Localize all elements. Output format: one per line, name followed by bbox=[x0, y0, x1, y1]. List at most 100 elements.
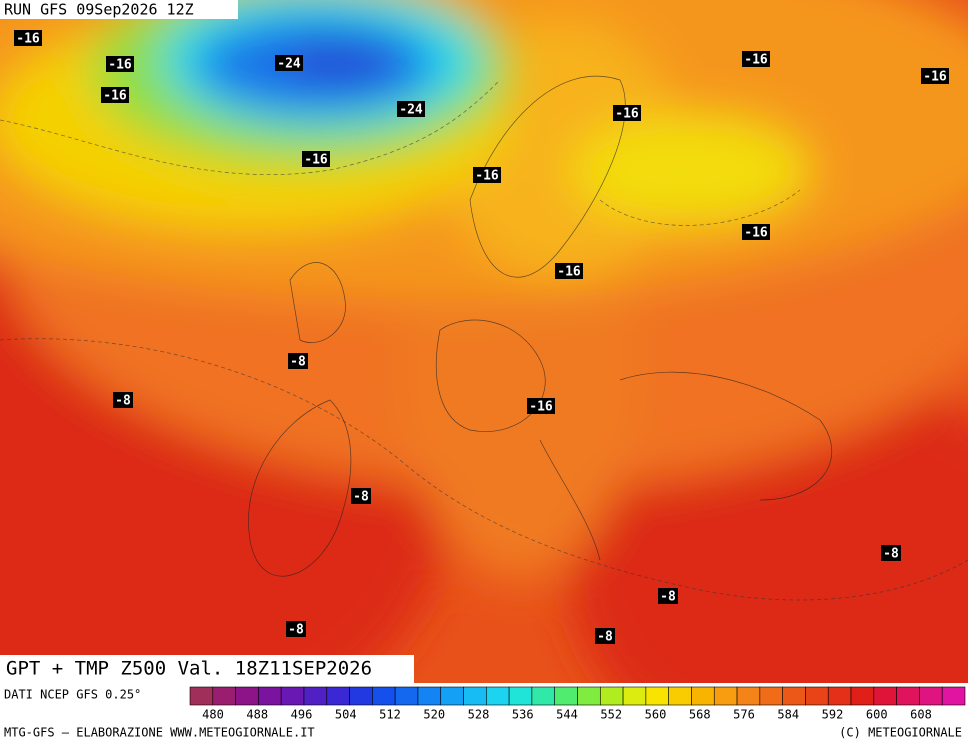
run-label: RUN GFS 09Sep2026 12Z bbox=[4, 1, 194, 19]
colorbar-tick-label: 488 bbox=[246, 708, 268, 722]
contour-label-box bbox=[921, 68, 949, 84]
colorbar-tick-label: 544 bbox=[556, 708, 578, 722]
colorbar-swatch bbox=[827, 686, 852, 706]
colorbar-swatch bbox=[463, 686, 487, 706]
contour-label-box bbox=[351, 488, 371, 504]
contour-label: -16 bbox=[557, 265, 581, 280]
colorbar-swatch bbox=[303, 686, 328, 706]
colorbar-swatch bbox=[554, 686, 578, 706]
colorbar-tick-label: 504 bbox=[335, 708, 357, 722]
contour-label-box bbox=[101, 87, 129, 103]
colorbar-swatch bbox=[691, 686, 715, 706]
colorbar-tick-label: 528 bbox=[468, 708, 490, 722]
colorbar-swatch bbox=[486, 686, 510, 706]
footer-right: (C) METEOGIORNALE bbox=[839, 726, 962, 740]
title-box bbox=[0, 655, 414, 683]
contour-label-box bbox=[14, 30, 42, 46]
colorbar-swatch bbox=[440, 686, 464, 706]
contour-label: -8 bbox=[290, 355, 306, 370]
colorbar-swatch bbox=[235, 686, 259, 706]
contour-label: -8 bbox=[353, 490, 369, 505]
contour-label: -16 bbox=[615, 107, 639, 122]
contour-label: -16 bbox=[16, 32, 40, 47]
colorbar-tick-label: 496 bbox=[291, 708, 313, 722]
colorbar-swatch bbox=[668, 686, 692, 706]
contour-label: -24 bbox=[277, 57, 301, 72]
colorbar-tick-label: 608 bbox=[910, 708, 932, 722]
colorbar-swatch bbox=[941, 686, 966, 706]
colorbar-swatch bbox=[645, 686, 669, 706]
contour-label-box bbox=[742, 51, 770, 67]
colorbar-swatch bbox=[873, 686, 897, 706]
contour-label-box bbox=[302, 151, 330, 167]
colorbar-swatch bbox=[349, 686, 373, 706]
colorbar-swatch bbox=[258, 686, 282, 706]
colorbar-tick-label: 600 bbox=[866, 708, 888, 722]
colorbar-swatch bbox=[189, 686, 214, 706]
colorbar-swatch bbox=[212, 686, 236, 706]
contour-label: -8 bbox=[288, 623, 304, 638]
colorbar-tick-label: 592 bbox=[822, 708, 844, 722]
colorbar-tick-label: 560 bbox=[645, 708, 667, 722]
colorbar-tick-label: 520 bbox=[423, 708, 445, 722]
colorbar-tick-label: 568 bbox=[689, 708, 711, 722]
colorbar-swatch bbox=[782, 686, 806, 706]
data-source: DATI NCEP GFS 0.25° bbox=[4, 688, 141, 702]
contour-label-box bbox=[527, 398, 555, 414]
contour-label: -16 bbox=[744, 53, 768, 68]
colorbar-swatch bbox=[280, 686, 305, 706]
colorbar-swatch bbox=[850, 686, 875, 706]
contour-label-box bbox=[555, 263, 583, 279]
contour-label-box bbox=[658, 588, 678, 604]
colorbar-swatch bbox=[919, 686, 943, 706]
colorbar-swatch bbox=[417, 686, 442, 706]
colorbar-swatch bbox=[736, 686, 761, 706]
contour-label: -8 bbox=[597, 630, 613, 645]
contour-label-box bbox=[742, 224, 770, 240]
footer-left: MTG-GFS — ELABORAZIONE WWW.METEOGIORNALE… bbox=[4, 726, 315, 740]
colorbar-swatch bbox=[805, 686, 829, 706]
map-title: GPT + TMP Z500 Val. 18Z11SEP2026 bbox=[6, 658, 372, 680]
contour-label-box bbox=[286, 621, 306, 637]
colorbar-swatch bbox=[577, 686, 601, 706]
contour-label: -8 bbox=[115, 394, 131, 409]
colorbar-tick-label: 536 bbox=[512, 708, 534, 722]
colorbar-tick-label: 512 bbox=[379, 708, 401, 722]
colorbar-swatch bbox=[896, 686, 920, 706]
contour-label: -8 bbox=[883, 547, 899, 562]
header-box bbox=[0, 0, 238, 19]
contour-label-box bbox=[113, 392, 133, 408]
colorbar-swatch bbox=[326, 686, 350, 706]
colorbar-swatch bbox=[394, 686, 419, 706]
contour-label: -16 bbox=[108, 58, 132, 73]
colorbar: 480 488 496 504 512 520 528 536 544 552 560 568 576 5… bbox=[189, 686, 966, 722]
contour-label-box bbox=[288, 353, 308, 369]
contour-label: -24 bbox=[399, 103, 423, 118]
contour-label-box bbox=[275, 55, 303, 71]
contour-labels: -16 -16 -16 -24 -24 -16 -16 -16 -16 -16 -16 -16 -8 -8… bbox=[14, 30, 949, 645]
contour-label: -16 bbox=[103, 89, 127, 104]
colorbar-swatch bbox=[622, 686, 647, 706]
colorbar-swatch bbox=[508, 686, 533, 706]
contour-label-box bbox=[613, 105, 641, 121]
contour-label-box bbox=[595, 628, 615, 644]
colorbar-swatch bbox=[531, 686, 556, 706]
colorbar-swatch bbox=[599, 686, 624, 706]
contour-label: -16 bbox=[744, 226, 768, 241]
contour-label: -16 bbox=[923, 70, 947, 85]
colorbar-tick-label: 584 bbox=[777, 708, 799, 722]
contour-label: -8 bbox=[660, 590, 676, 605]
contour-label-box bbox=[473, 167, 501, 183]
colorbar-swatch bbox=[372, 686, 396, 706]
colorbar-tick-label: 576 bbox=[733, 708, 755, 722]
contour-label-box bbox=[881, 545, 901, 561]
contour-label-box bbox=[106, 56, 134, 72]
contour-label-box bbox=[397, 101, 425, 117]
colorbar-swatch bbox=[713, 686, 738, 706]
contour-label: -16 bbox=[475, 169, 499, 184]
contour-label: -16 bbox=[529, 400, 553, 415]
colorbar-tick-label: 552 bbox=[600, 708, 622, 722]
colorbar-swatch bbox=[759, 686, 783, 706]
